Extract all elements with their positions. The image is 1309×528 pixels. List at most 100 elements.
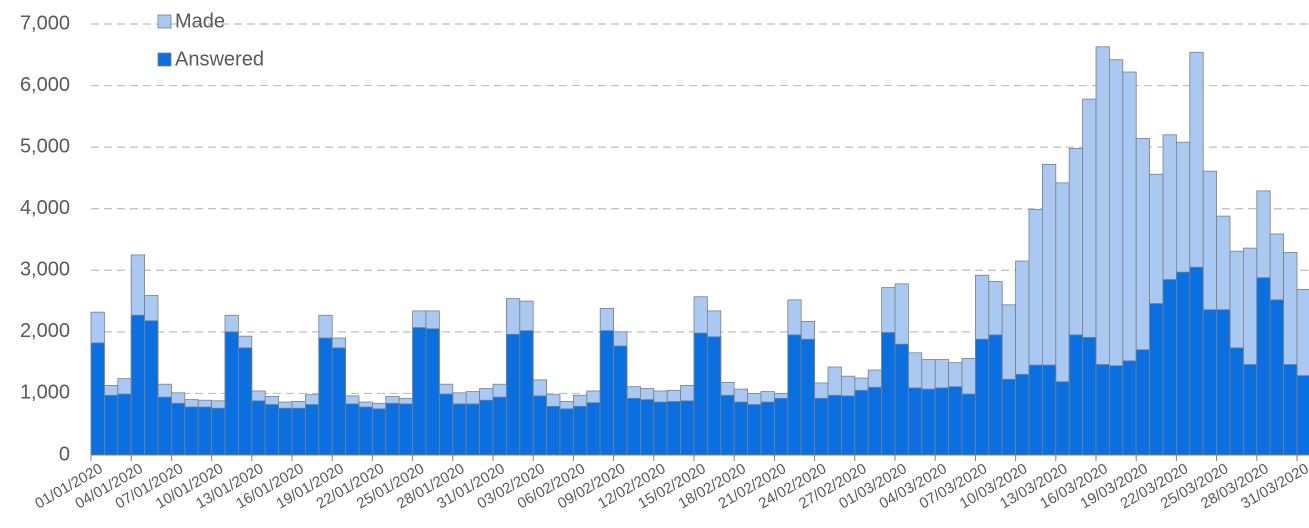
y-tick-label: 7,000 xyxy=(20,12,70,34)
bar xyxy=(573,405,588,456)
bar xyxy=(1296,375,1309,456)
bar xyxy=(505,333,521,456)
bar xyxy=(693,332,708,456)
bar xyxy=(184,406,199,456)
bar xyxy=(1243,364,1258,456)
bar xyxy=(760,401,775,456)
bar xyxy=(371,408,387,456)
legend-label: Answered xyxy=(175,48,264,70)
bar xyxy=(546,405,561,456)
bar xyxy=(1042,364,1057,456)
bar xyxy=(934,387,950,456)
bar xyxy=(104,394,119,456)
bar xyxy=(1001,378,1017,456)
bar xyxy=(345,403,360,456)
bar xyxy=(318,337,333,456)
bar xyxy=(1068,334,1083,456)
y-tick-label: 3,000 xyxy=(20,259,70,281)
bar xyxy=(1082,336,1097,456)
y-tick-label: 6,000 xyxy=(20,74,70,96)
bar xyxy=(1202,309,1217,456)
bar xyxy=(331,347,347,456)
bar xyxy=(130,314,145,456)
bar xyxy=(827,394,842,456)
bar xyxy=(1055,381,1070,456)
bar xyxy=(412,327,427,456)
bar xyxy=(774,397,789,456)
bar xyxy=(117,393,132,456)
bar xyxy=(1095,364,1110,456)
bar xyxy=(452,403,467,456)
bar xyxy=(492,396,507,456)
bar xyxy=(385,402,400,456)
bar xyxy=(975,338,990,456)
bar xyxy=(814,397,829,456)
bar xyxy=(358,406,373,456)
bar xyxy=(867,386,883,456)
bar xyxy=(465,403,481,456)
bar xyxy=(787,334,802,456)
bar xyxy=(1149,303,1164,456)
bar xyxy=(438,393,454,456)
bar xyxy=(854,389,869,456)
bar xyxy=(1028,364,1043,456)
bar xyxy=(1162,279,1177,456)
bar xyxy=(479,399,494,456)
bar xyxy=(1189,266,1204,456)
bar xyxy=(304,404,320,456)
bar xyxy=(800,338,816,456)
bar xyxy=(90,342,105,456)
bar xyxy=(224,331,239,456)
bar xyxy=(211,407,226,456)
legend-swatch xyxy=(157,52,172,67)
bar xyxy=(278,407,293,456)
bar xyxy=(1256,277,1271,456)
bar xyxy=(747,404,762,456)
bar xyxy=(398,403,414,456)
bar xyxy=(1109,365,1124,456)
bar xyxy=(1135,349,1150,456)
bar xyxy=(197,406,212,456)
y-tick-label: 1,000 xyxy=(20,382,70,404)
bar xyxy=(264,404,280,456)
bar xyxy=(680,400,695,456)
y-tick-label: 2,000 xyxy=(20,320,70,342)
bar xyxy=(1283,364,1298,456)
bar xyxy=(948,386,963,456)
bar xyxy=(157,396,172,456)
bar xyxy=(519,330,534,456)
bar xyxy=(961,393,976,456)
bar xyxy=(841,395,856,456)
bar xyxy=(613,345,628,456)
bar xyxy=(1122,360,1137,456)
bar xyxy=(707,336,722,456)
bar xyxy=(599,330,615,456)
bar xyxy=(908,387,923,456)
bar xyxy=(251,400,266,456)
bar xyxy=(720,394,735,456)
bar xyxy=(653,401,668,456)
bar xyxy=(586,402,601,456)
bar xyxy=(170,402,186,456)
bar xyxy=(237,347,253,456)
bar xyxy=(291,407,306,456)
y-tick-label: 4,000 xyxy=(20,197,70,219)
y-tick-label: 5,000 xyxy=(20,135,70,157)
bar xyxy=(1176,271,1191,456)
bar xyxy=(1015,373,1030,456)
bar xyxy=(666,401,682,456)
bar xyxy=(733,401,749,456)
bar xyxy=(921,388,936,456)
bar xyxy=(1269,299,1284,456)
bar xyxy=(559,408,574,456)
bar xyxy=(1216,309,1231,456)
bar xyxy=(881,332,896,456)
bar xyxy=(532,395,548,456)
bar xyxy=(640,399,655,456)
y-tick-label: 0 xyxy=(59,443,70,465)
bar xyxy=(1229,347,1244,456)
bar xyxy=(626,397,641,456)
bar xyxy=(894,343,909,456)
